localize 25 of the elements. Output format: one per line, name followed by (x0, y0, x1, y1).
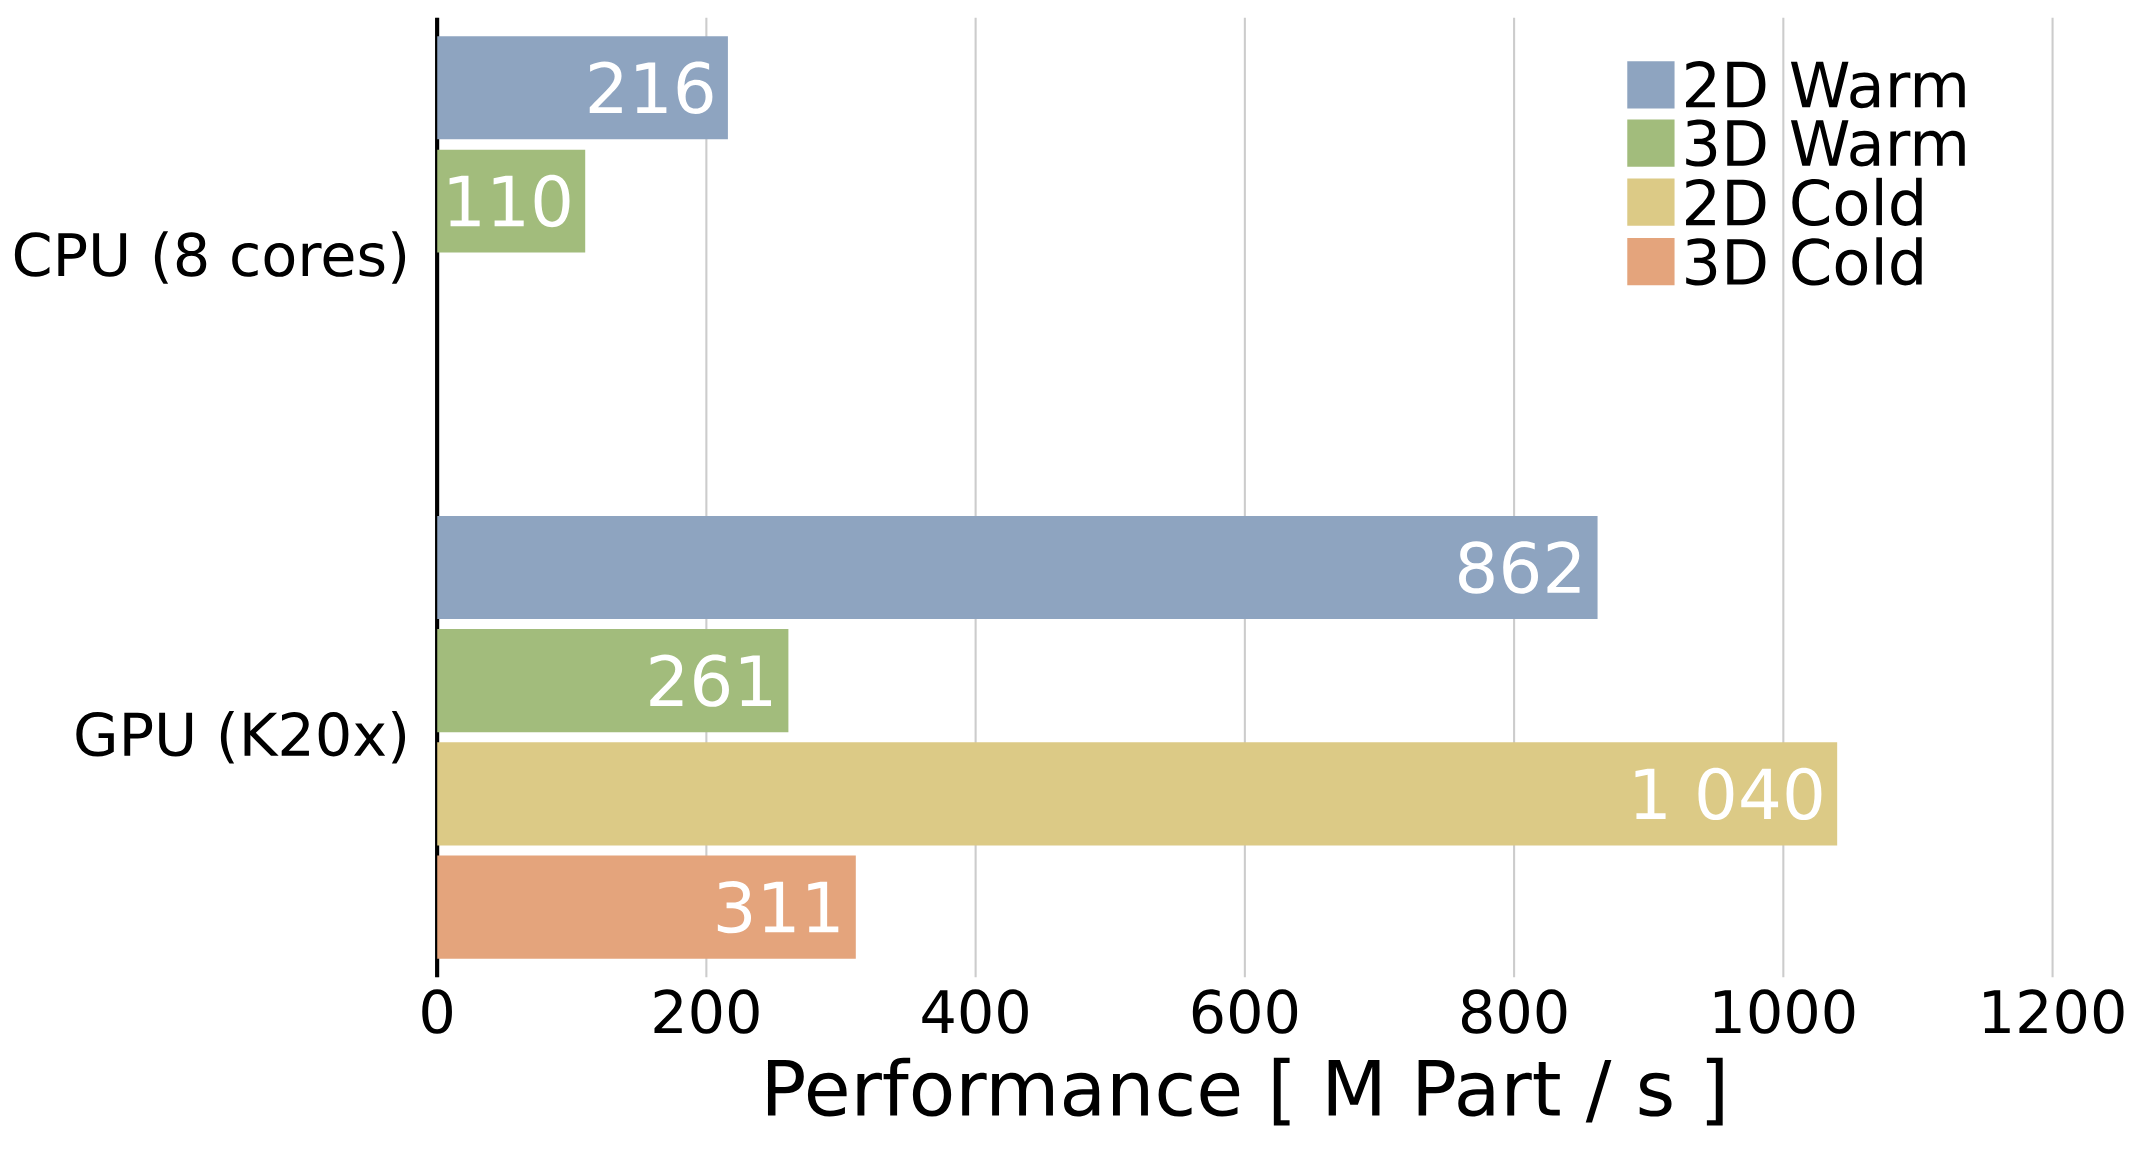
bar (437, 855, 856, 959)
bar (437, 516, 1598, 620)
bar (437, 629, 789, 733)
x-tick-label: 600 (1192, 989, 1298, 1035)
data-label: 261 (650, 654, 772, 708)
x-tick-label: 0 (422, 989, 452, 1035)
data-label: 862 (1459, 541, 1580, 594)
data-label: 216 (589, 61, 713, 115)
bar (437, 36, 728, 140)
x-tick-label: 1000 (1714, 989, 1855, 1035)
y-tick-label: CPU (8 cores) (14, 231, 406, 285)
bar (437, 742, 1838, 846)
y-tick-label: GPU (K20x) (76, 711, 406, 764)
legend-label: 3D Cold (1686, 237, 1922, 286)
data-label: 311 (717, 881, 839, 934)
x-tick-label: 200 (654, 989, 759, 1035)
x-tick-label: 800 (1461, 989, 1567, 1035)
x-tick-label: 1200 (1984, 989, 2124, 1035)
data-label: 110 (449, 175, 570, 228)
data-label: 1 040 (1635, 767, 1822, 821)
legend-label: 3D Warm (1686, 119, 1965, 167)
legend-label: 2D Cold (1686, 178, 1922, 227)
x-axis-title: Performance [ M Part / s ] (767, 1057, 1723, 1126)
x-tick-label: 400 (922, 989, 1028, 1035)
legend-label: 2D Warm (1686, 61, 1965, 109)
